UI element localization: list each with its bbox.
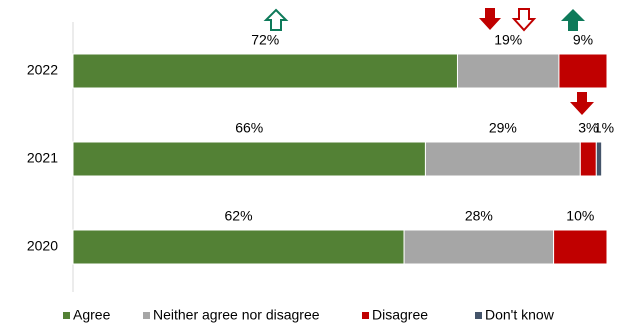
bar-segment <box>403 229 555 265</box>
value-label: 9% <box>573 32 593 48</box>
value-label: 29% <box>489 120 517 136</box>
value-label: 28% <box>465 208 493 224</box>
legend-label: Neither agree nor disagree <box>153 307 320 323</box>
value-label: 72% <box>251 32 279 48</box>
bar-segment <box>595 141 603 177</box>
value-label: 10% <box>566 208 594 224</box>
bar-segment <box>456 53 560 89</box>
legend-swatch <box>362 312 369 319</box>
bar-segment <box>553 229 608 265</box>
bar-segment <box>72 141 426 177</box>
value-label: 66% <box>235 120 263 136</box>
y-tick-label: 2022 <box>27 62 58 78</box>
down-arrow <box>570 92 594 115</box>
value-label: 3% <box>578 120 598 136</box>
down-arrow <box>479 8 501 30</box>
legend-swatch <box>63 312 70 319</box>
bar-segment <box>72 229 405 265</box>
bar-segment <box>424 141 581 177</box>
legend-swatch <box>475 312 482 319</box>
legend-label: Disagree <box>372 307 428 323</box>
change-arrows <box>263 8 594 115</box>
bar-segment <box>558 53 608 89</box>
y-tick-label: 2020 <box>27 238 58 254</box>
down-arrow-outline <box>511 8 537 32</box>
bar-segment <box>72 53 458 89</box>
legend-label: Don't know <box>485 307 555 323</box>
value-label: 19% <box>494 32 522 48</box>
legend-swatch <box>143 312 150 319</box>
value-label: 62% <box>225 208 253 224</box>
legend-label: Agree <box>73 307 111 323</box>
y-tick-label: 2021 <box>27 150 58 166</box>
up-arrow-outline <box>263 8 289 31</box>
value-label: 1% <box>594 120 614 136</box>
up-arrow <box>561 9 585 31</box>
bar-segment <box>579 141 597 177</box>
